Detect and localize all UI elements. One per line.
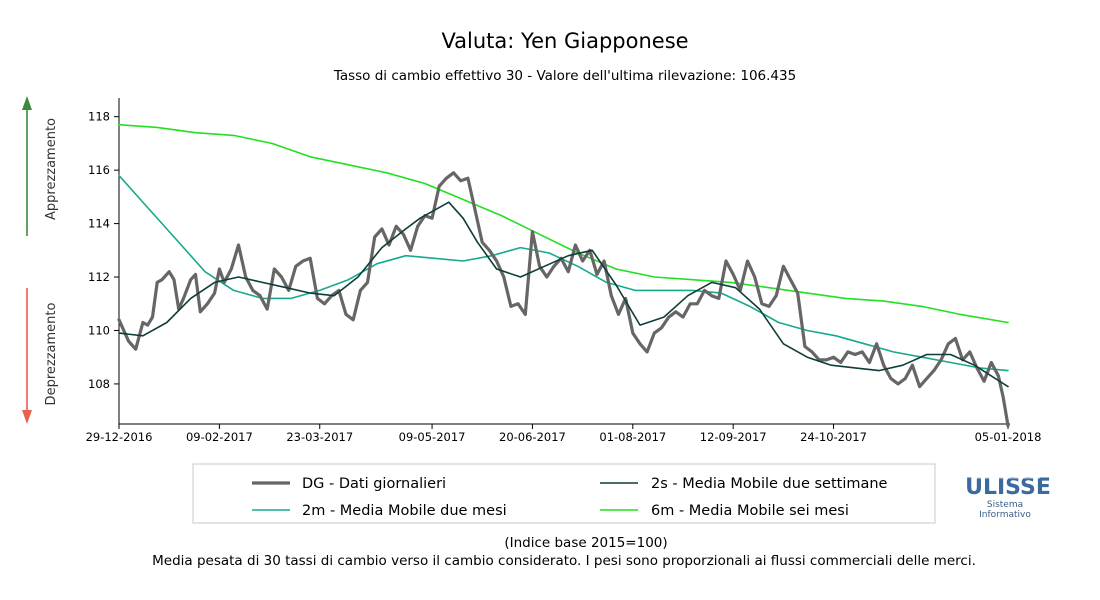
legend-label-dg: DG - Dati giornalieri — [302, 476, 446, 492]
legend-item-6m: 6m - Media Mobile sei mesi — [600, 503, 849, 519]
appreciation-label: Apprezzamento — [44, 118, 59, 220]
chart-title: Valuta: Yen Giapponese — [441, 29, 688, 53]
x-tick-label: 12-09-2017 — [700, 430, 767, 444]
logo-line2: Informativo — [979, 510, 1031, 520]
y-tick-label: 108 — [88, 377, 110, 391]
y-tick-label: 114 — [88, 217, 110, 231]
footer-index-note: (Indice base 2015=100) — [504, 535, 667, 551]
chart-subtitle: Tasso di cambio effettivo 30 - Valore de… — [333, 68, 796, 84]
x-tick-label: 09-02-2017 — [186, 430, 253, 444]
y-tick-label: 112 — [88, 270, 110, 284]
legend-label-2s: 2s - Media Mobile due settimane — [651, 476, 888, 492]
y-ticks: 108 110 112 114 116 118 — [88, 110, 119, 391]
x-tick-label: 09-05-2017 — [399, 430, 466, 444]
series-line-2m — [118, 174, 1009, 372]
legend-item-2m: 2m - Media Mobile due mesi — [252, 503, 507, 519]
x-tick-label: 20-06-2017 — [499, 430, 566, 444]
logo-line1: Sistema — [987, 500, 1023, 510]
logo-name: ULISSE — [965, 475, 1051, 500]
x-tick-label: 23-03-2017 — [286, 430, 353, 444]
series-layer — [117, 123, 1010, 428]
series-line-6m — [118, 123, 1009, 324]
legend-item-2s: 2s - Media Mobile due settimane — [600, 476, 888, 492]
depreciation-label: Deprezzamento — [44, 303, 59, 406]
x-ticks: 29-12-2016 09-02-2017 23-03-2017 09-05-2017… — [86, 424, 1042, 444]
ulisse-logo: ULISSE Sistema Informativo — [965, 475, 1051, 520]
appreciation-arrow-head-icon — [22, 96, 32, 110]
series-line-dg — [117, 171, 1010, 428]
legend-box — [192, 463, 936, 524]
x-tick-label: 29-12-2016 — [86, 430, 153, 444]
legend-item-dg: DG - Dati giornalieri — [252, 476, 446, 492]
depreciation-arrow-head-icon — [22, 410, 32, 424]
legend-label-2m: 2m - Media Mobile due mesi — [302, 503, 507, 519]
y-tick-label: 116 — [88, 163, 110, 177]
series-line-2s — [118, 201, 1009, 388]
footer-description: Media pesata di 30 tassi di cambio verso… — [152, 553, 976, 569]
x-tick-label: 24-10-2017 — [800, 430, 867, 444]
y-tick-label: 118 — [88, 110, 110, 124]
x-tick-label: 05-01-2018 — [975, 430, 1042, 444]
legend-label-6m: 6m - Media Mobile sei mesi — [651, 503, 849, 519]
y-tick-label: 110 — [88, 323, 110, 337]
x-tick-label: 01-08-2017 — [599, 430, 666, 444]
